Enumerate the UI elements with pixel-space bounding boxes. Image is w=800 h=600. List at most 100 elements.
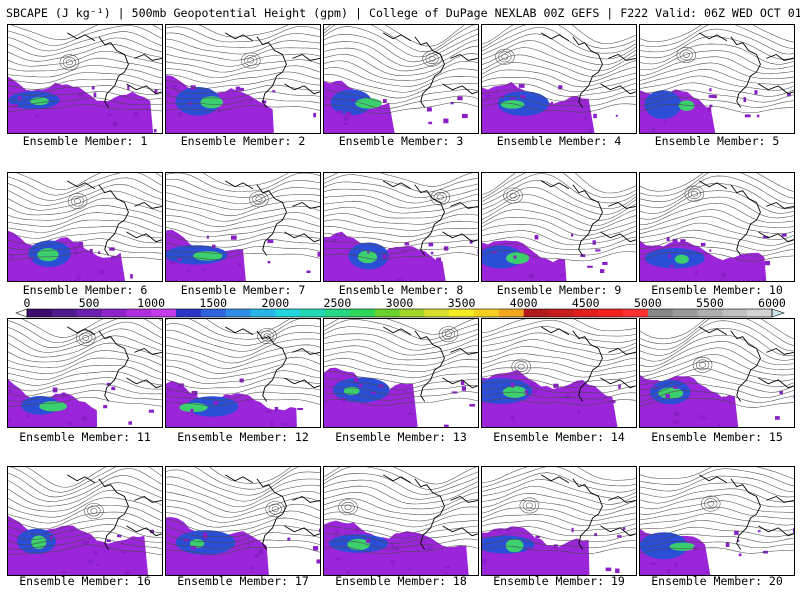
- coastline: [225, 474, 320, 550]
- cape-speck: [49, 535, 53, 540]
- contour-line: [482, 95, 636, 107]
- low-contour: [62, 56, 77, 68]
- cape-speck: [709, 88, 712, 92]
- cape-speck: [650, 562, 657, 565]
- contour-line: [640, 251, 794, 262]
- cape-speck: [485, 94, 490, 99]
- contour-line: [482, 332, 636, 349]
- ensemble-map: [166, 173, 320, 281]
- cape-speck: [166, 91, 170, 95]
- contour-line: [324, 39, 478, 67]
- cape-speck: [93, 92, 97, 98]
- cape-speck: [734, 530, 739, 535]
- ensemble-map: [640, 173, 794, 281]
- cape-speck: [618, 384, 621, 389]
- contour-line: [166, 65, 320, 78]
- cape-speck: [534, 235, 539, 240]
- cape-speck: [213, 400, 219, 405]
- colorbar-swatch: [151, 309, 177, 317]
- contour-line: [482, 373, 636, 383]
- contour-line: [324, 232, 478, 243]
- coastline: [383, 326, 478, 402]
- cape-speck: [17, 96, 22, 101]
- cape-core: [640, 532, 688, 560]
- contour-line: [8, 103, 162, 113]
- contour-line: [324, 378, 478, 390]
- cape-speck: [272, 90, 276, 93]
- cape-speck: [427, 546, 434, 551]
- contour-line: [166, 356, 320, 374]
- contour-line: [26, 467, 162, 488]
- cape-speck: [10, 254, 14, 259]
- low-contour: [74, 198, 82, 204]
- coastline: [383, 474, 478, 550]
- cape-speck: [469, 404, 476, 407]
- contour-line: [324, 473, 478, 495]
- cape-speck: [297, 407, 304, 410]
- contour-line: [324, 391, 478, 401]
- cape-peak: [674, 254, 689, 264]
- height-contours: [482, 173, 636, 262]
- cape-speck: [371, 391, 376, 394]
- colorbar-swatch: [498, 309, 525, 317]
- contour-line: [640, 104, 794, 114]
- height-contours: [8, 467, 162, 556]
- colorbar-tick-label: 1500: [199, 296, 228, 310]
- cape-speck: [520, 95, 526, 98]
- ensemble-map: [8, 173, 162, 281]
- colorbar-swatch: [399, 309, 425, 317]
- contour-line: [640, 75, 794, 91]
- cape-speck: [26, 414, 31, 419]
- contour-line: [166, 98, 320, 105]
- contour-line: [8, 530, 162, 546]
- low-contour: [70, 195, 85, 207]
- contour-line: [8, 524, 162, 541]
- cape-speck: [270, 421, 274, 427]
- height-contours: [8, 25, 162, 113]
- cape-speck: [34, 114, 39, 118]
- ensemble-member-caption: Ensemble Member: 4: [496, 134, 622, 148]
- height-contours: [166, 173, 320, 260]
- cape-speck: [704, 570, 708, 574]
- cape-speck: [699, 415, 704, 419]
- contour-line: [166, 363, 320, 379]
- contour-line: [482, 25, 636, 49]
- cape-speck: [258, 549, 264, 554]
- contour-line: [8, 197, 162, 216]
- cape-speck: [531, 390, 537, 393]
- contour-line: [482, 224, 636, 241]
- cape-speck: [525, 393, 529, 397]
- coastline: [225, 180, 320, 256]
- contour-line: [324, 46, 478, 72]
- contour-line: [166, 532, 320, 544]
- low-contour: [684, 185, 705, 202]
- contour-line: [8, 79, 162, 90]
- contour-line: [8, 65, 162, 79]
- cape-speck: [722, 396, 725, 402]
- colorbar-tick-label: 5000: [633, 296, 662, 310]
- coastline: [541, 474, 636, 550]
- contour-line: [166, 497, 320, 518]
- ensemble-member-panel: [481, 172, 637, 282]
- low-contour: [344, 504, 352, 511]
- contour-line: [640, 520, 794, 532]
- contour-line: [166, 319, 320, 340]
- cape-speck: [267, 260, 271, 264]
- ensemble-member-caption: Ensemble Member: 7: [180, 283, 306, 297]
- cape-shading: [324, 231, 478, 281]
- low-contour: [438, 326, 459, 343]
- cape-speck: [237, 263, 242, 267]
- contour-line: [8, 482, 162, 507]
- contour-line: [482, 69, 636, 88]
- cape-speck: [675, 562, 678, 568]
- contour-line: [640, 506, 794, 520]
- cape-speck: [408, 412, 414, 415]
- contour-line: [8, 517, 162, 535]
- cape-speck: [708, 94, 713, 98]
- contour-line: [8, 226, 162, 239]
- contour-line: [482, 391, 636, 400]
- cape-speck: [443, 118, 449, 124]
- coastline: [383, 180, 478, 256]
- contour-line: [8, 321, 162, 348]
- coastline: [541, 180, 636, 256]
